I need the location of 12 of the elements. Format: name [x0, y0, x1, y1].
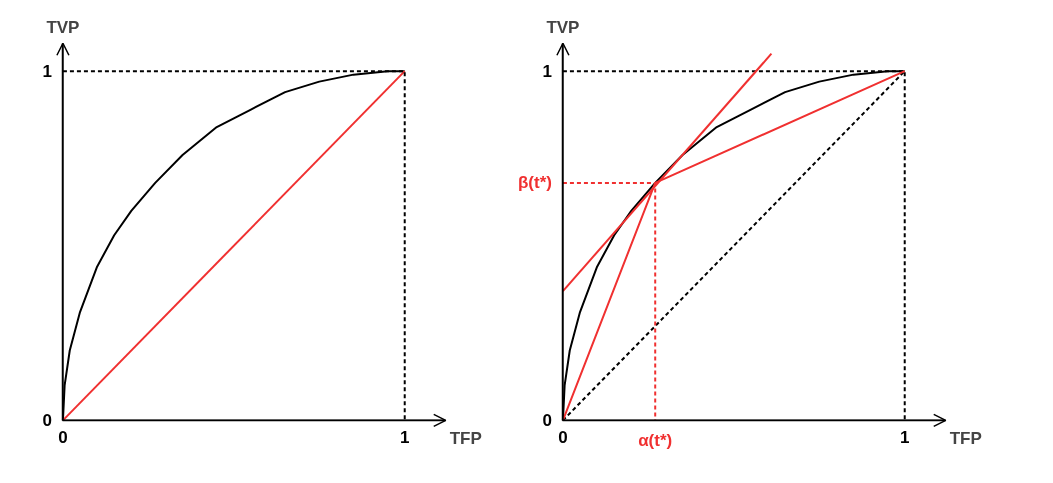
x-tick-label: α(t*) — [638, 431, 673, 451]
y-tick-label: β(t*) — [517, 173, 552, 193]
x-tick-label: 0 — [58, 428, 68, 448]
x-axis-title: TFP — [449, 429, 482, 449]
y-axis-title: TVP — [546, 18, 580, 38]
x-tick-label: 1 — [899, 428, 910, 448]
y-tick-label: 1 — [542, 62, 552, 82]
y-tick-label: 0 — [542, 411, 552, 431]
x-tick-label: 1 — [399, 428, 410, 448]
x-tick-label: 0 — [558, 428, 568, 448]
y-axis-title: TVP — [46, 18, 80, 38]
x-axis-title: TFP — [949, 429, 982, 449]
